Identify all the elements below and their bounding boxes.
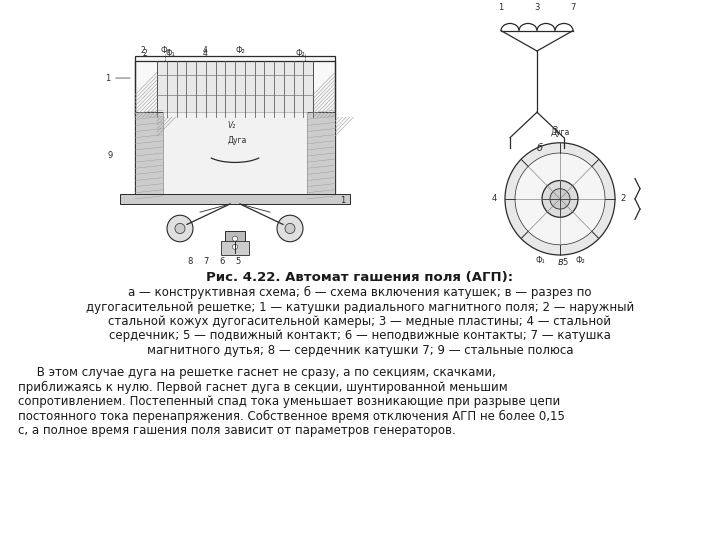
Text: 4: 4: [492, 194, 497, 204]
Circle shape: [175, 224, 185, 234]
Text: Дуга: Дуга: [228, 136, 247, 145]
Text: 2: 2: [143, 49, 148, 58]
Text: 6: 6: [220, 257, 225, 266]
Text: В этом случае дуга на решетке гаснет не сразу, а по секциям, скачками,: В этом случае дуга на решетке гаснет не …: [18, 366, 496, 380]
Bar: [135, 112, 163, 199]
Text: 5: 5: [235, 257, 240, 266]
Circle shape: [285, 224, 295, 234]
Bar: [120, 194, 350, 204]
Text: Ф₂: Ф₂: [575, 256, 585, 265]
Text: в: в: [557, 257, 563, 267]
Text: Ф₁: Ф₁: [535, 256, 545, 265]
Text: а — конструктивная схема; б — схема включения катушек; в — разрез по: а — конструктивная схема; б — схема вклю…: [128, 286, 592, 299]
Text: 2: 2: [140, 46, 145, 55]
Text: сопротивлением. Постепенный спад тока уменьшает возникающие при разрыве цепи: сопротивлением. Постепенный спад тока ум…: [18, 395, 560, 408]
Circle shape: [515, 153, 605, 245]
Bar: [135, 61, 157, 117]
Bar: [307, 112, 335, 199]
Bar: [221, 241, 249, 255]
Text: Ф₂: Ф₂: [235, 46, 245, 55]
Circle shape: [233, 236, 238, 241]
Text: б: б: [537, 143, 543, 153]
Text: 1: 1: [498, 3, 503, 12]
Circle shape: [167, 215, 193, 242]
Text: Ф₁: Ф₁: [160, 46, 170, 55]
Text: 3: 3: [534, 3, 540, 12]
Text: 1: 1: [340, 197, 346, 205]
Bar: [163, 112, 307, 199]
Text: 4: 4: [202, 46, 207, 55]
Text: 7: 7: [203, 257, 209, 266]
Bar: [157, 61, 313, 117]
Text: сердечник; 5 — подвижный контакт; 6 — неподвижные контакты; 7 — катушка: сердечник; 5 — подвижный контакт; 6 — не…: [109, 329, 611, 342]
Text: 7: 7: [570, 3, 576, 12]
Text: постоянного тока перенапряжения. Собственное время отключения АГП не более 0,15: постоянного тока перенапряжения. Собстве…: [18, 410, 565, 423]
Text: 2: 2: [620, 194, 625, 204]
Bar: [225, 231, 245, 253]
Text: магнитного дутья; 8 — сердечник катушки 7; 9 — стальные полюса: магнитного дутья; 8 — сердечник катушки …: [147, 344, 573, 357]
Bar: [135, 61, 335, 117]
Text: 4: 4: [202, 49, 207, 58]
Text: 9: 9: [108, 151, 113, 160]
Text: Дуга: Дуга: [550, 127, 570, 137]
Text: Ф₂: Ф₂: [295, 49, 305, 58]
Circle shape: [505, 143, 615, 255]
Text: приближаясь к нулю. Первой гаснет дуга в секции, шунтированной меньшим: приближаясь к нулю. Первой гаснет дуга в…: [18, 381, 508, 394]
Text: дугогасительной решетке; 1 — катушки радиального магнитного поля; 2 — наружный: дугогасительной решетке; 1 — катушки рад…: [86, 301, 634, 314]
Circle shape: [233, 244, 238, 249]
Bar: [135, 56, 335, 199]
Text: 3: 3: [552, 126, 558, 134]
Text: V₂: V₂: [228, 121, 236, 130]
Text: Ф₁: Ф₁: [165, 49, 175, 58]
Text: с, а полное время гашения поля зависит от параметров генераторов.: с, а полное время гашения поля зависит о…: [18, 424, 456, 437]
Text: 5: 5: [562, 258, 567, 267]
Text: стальной кожух дугогасительной камеры; 3 — медные пластины; 4 — стальной: стальной кожух дугогасительной камеры; 3…: [109, 315, 611, 328]
Circle shape: [277, 215, 303, 242]
Text: Рис. 4.22. Автомат гашения поля (АГП):: Рис. 4.22. Автомат гашения поля (АГП):: [207, 271, 513, 284]
Circle shape: [550, 188, 570, 209]
Bar: [313, 61, 335, 117]
Circle shape: [542, 180, 578, 217]
Text: 8: 8: [187, 257, 193, 266]
Text: 1: 1: [104, 73, 110, 83]
